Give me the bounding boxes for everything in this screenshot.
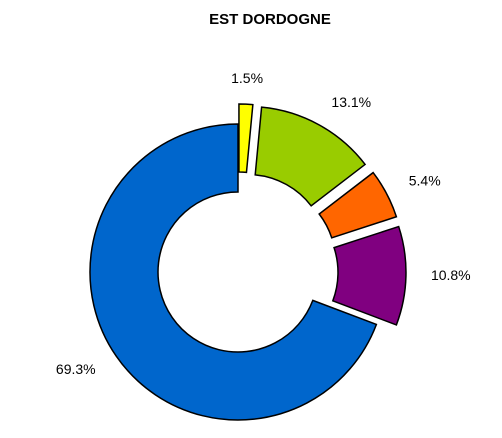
data-label: 10.8% [431, 267, 471, 283]
data-label: 1.5% [231, 70, 263, 86]
donut-slice [254, 106, 367, 207]
donut-slice [331, 225, 407, 326]
data-label: 13.1% [331, 94, 371, 110]
donut-slice [238, 103, 254, 174]
chart-title: EST DORDOGNE [209, 11, 331, 28]
data-label: 69.3% [56, 361, 96, 377]
donut-slice [89, 123, 378, 421]
donut-slice [318, 171, 398, 239]
data-label: 5.4% [409, 173, 441, 189]
